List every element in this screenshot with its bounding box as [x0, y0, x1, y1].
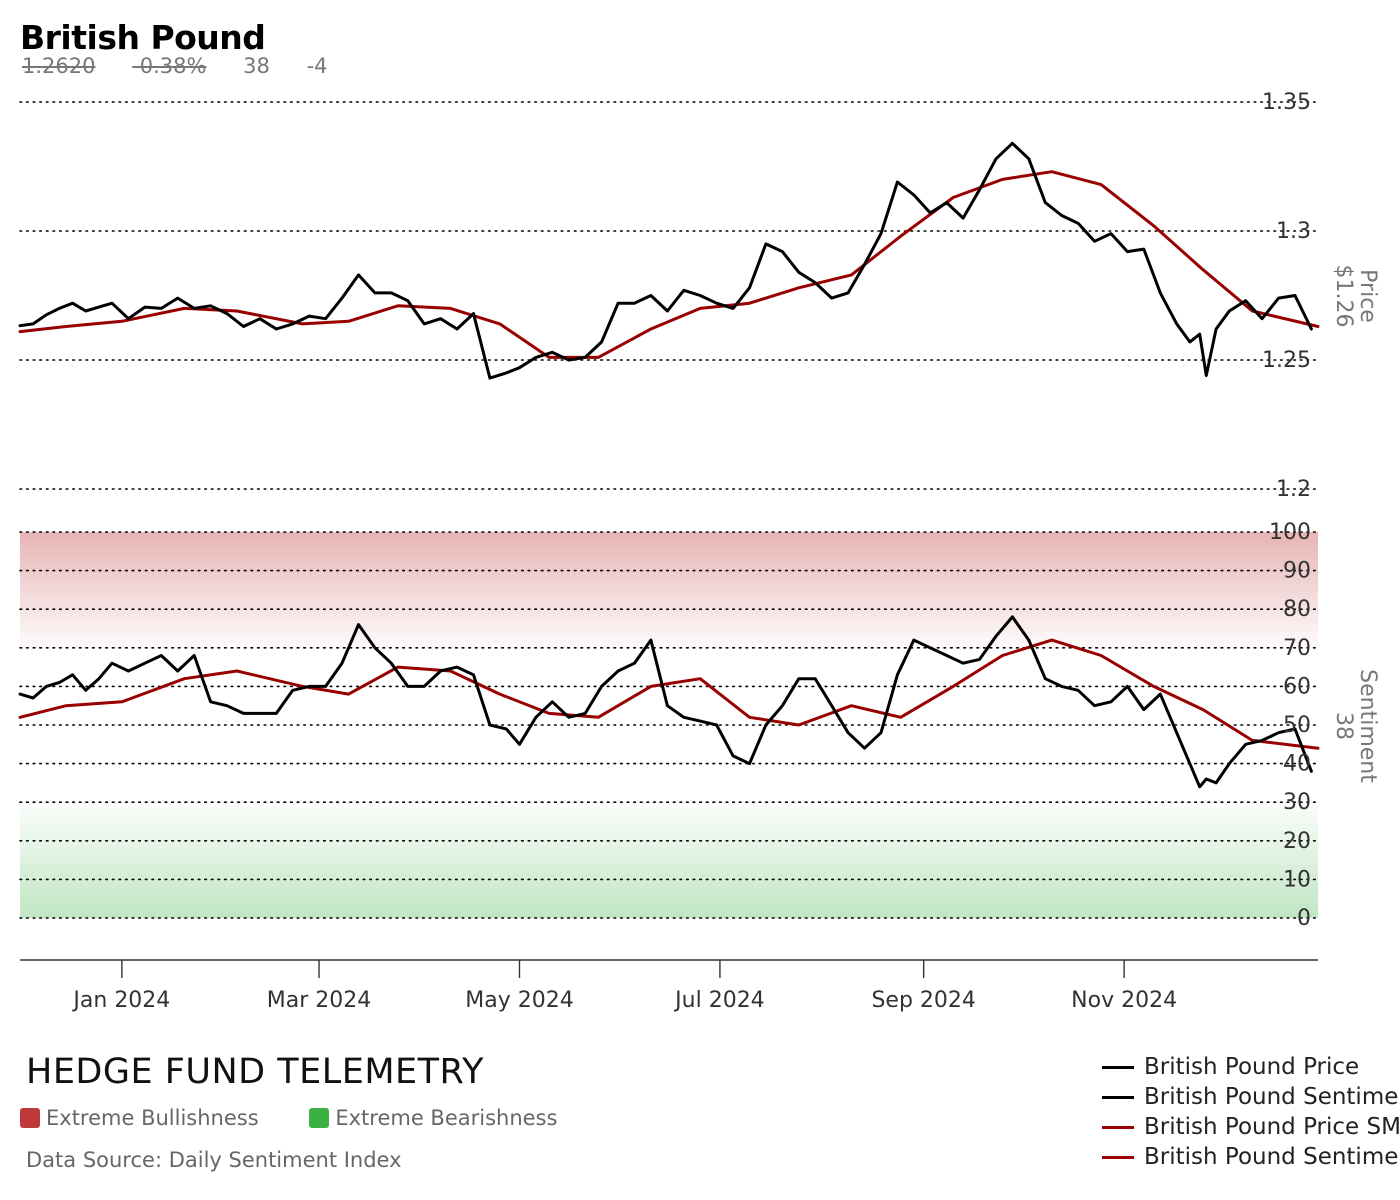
sentiment-tick-label: 90	[1283, 559, 1311, 584]
sentiment-sma-line	[18, 638, 1320, 750]
legend-price[interactable]: British Pound Price	[1102, 1052, 1400, 1082]
sentiment-axis-title: Sentiment	[1355, 669, 1380, 783]
sentiment-tick-label: 80	[1283, 597, 1311, 622]
legend-sentiment-label: British Pound Sentiment	[1144, 1084, 1400, 1110]
zone-legend: Extreme Bullishness Extreme Bearishness	[20, 1106, 601, 1133]
x-tick-label: Mar 2024	[267, 988, 372, 1013]
legend-sentiment[interactable]: British Pound Sentiment	[1102, 1082, 1400, 1112]
legend-sentiment-sma-label: British Pound Sentiment SMA	[1144, 1144, 1400, 1170]
chart-title: British Pound	[20, 18, 266, 57]
price-line	[18, 141, 1313, 380]
price-tick-label: 1.25	[1262, 348, 1311, 373]
bullish-swatch	[20, 1108, 40, 1128]
header-stats: 1.2620 -0.38% 38 -4	[22, 54, 358, 78]
sentiment-change: -4	[306, 54, 328, 78]
bearish-swatch	[309, 1108, 330, 1128]
series-legend: British Pound Price British Pound Sentim…	[1102, 1052, 1400, 1172]
price-tick-label: 1.2	[1276, 477, 1311, 502]
price-change: -0.38%	[132, 54, 207, 78]
extreme-bearishness-zone	[20, 802, 1318, 918]
gridlines	[19, 101, 1319, 919]
legend-price-sma-line	[1102, 1125, 1134, 1129]
sentiment-value: 38	[243, 54, 270, 78]
sentiment-line	[18, 615, 1313, 789]
legend-price-sma[interactable]: British Pound Price SMA	[1102, 1112, 1400, 1142]
price-axis-title: Price	[1355, 269, 1380, 323]
x-tick-label: Jul 2024	[673, 988, 765, 1013]
x-tick-label: Nov 2024	[1071, 988, 1177, 1013]
legend-bullish[interactable]: Extreme Bullishness	[20, 1106, 259, 1130]
legend-bearish[interactable]: Extreme Bearishness	[309, 1106, 557, 1130]
price-sma-line	[18, 170, 1320, 359]
sentiment-tick-label: 50	[1283, 713, 1311, 738]
sentiment-tick-label: 0	[1297, 906, 1311, 931]
legend-price-label: British Pound Price	[1144, 1054, 1360, 1080]
legend-sentiment-sma-line	[1102, 1155, 1134, 1159]
legend-price-line	[1102, 1065, 1134, 1069]
sentiment-tick-label: 100	[1269, 520, 1311, 545]
sentiment-zones	[20, 532, 1318, 918]
extreme-bullishness-zone	[20, 532, 1318, 648]
sentiment-tick-label: 70	[1283, 636, 1311, 661]
x-tick-label: Sep 2024	[871, 988, 975, 1013]
x-tick-label: May 2024	[465, 988, 573, 1013]
sentiment-tick-label: 30	[1283, 790, 1311, 815]
data-source: Data Source: Daily Sentiment Index	[26, 1148, 402, 1172]
bearish-label: Extreme Bearishness	[335, 1106, 558, 1130]
price-axis: Price$1.26	[1331, 265, 1380, 328]
plot-series	[18, 141, 1320, 789]
x-tick-label: Jan 2024	[71, 988, 170, 1013]
sentiment-axis-value: 38	[1331, 712, 1356, 740]
sentiment-tick-label: 60	[1283, 674, 1311, 699]
chart-canvas: 1.351.31.251.21009080706050403020100Pric…	[18, 90, 1380, 1013]
price-tick-label: 1.35	[1262, 90, 1311, 115]
axes: 1.351.31.251.21009080706050403020100Pric…	[20, 90, 1380, 1013]
legend-sentiment-line	[1102, 1095, 1134, 1099]
price-value: 1.2620	[22, 54, 96, 78]
bullish-label: Extreme Bullishness	[46, 1106, 259, 1130]
sentiment-tick-label: 40	[1283, 752, 1311, 777]
sentiment-tick-label: 10	[1283, 867, 1311, 892]
legend-sentiment-sma[interactable]: British Pound Sentiment SMA	[1102, 1142, 1400, 1172]
legend-price-sma-label: British Pound Price SMA	[1144, 1114, 1400, 1140]
sentiment-tick-label: 20	[1283, 829, 1311, 854]
price-axis-value: $1.26	[1331, 265, 1356, 328]
brand-name: HEDGE FUND TELEMETRY	[26, 1052, 485, 1092]
price-tick-label: 1.3	[1276, 219, 1311, 244]
